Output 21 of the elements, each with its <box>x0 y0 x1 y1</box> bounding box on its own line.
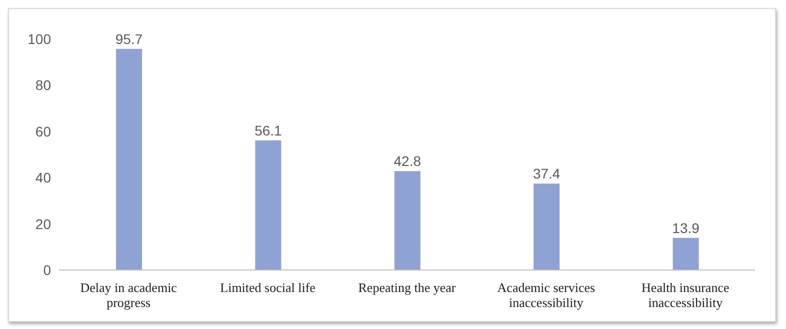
x-tick-label: Health insurance inaccessibility <box>642 280 730 310</box>
bar <box>255 140 282 270</box>
x-tick-label: Academic services inaccessibility <box>497 280 596 310</box>
bar <box>116 48 142 270</box>
y-tick-label: 100 <box>28 30 52 47</box>
x-tick-label: Limited social life <box>220 280 316 295</box>
data-label: 37.4 <box>532 166 560 182</box>
y-tick-label: 60 <box>35 123 52 140</box>
bar <box>534 184 560 270</box>
y-tick-label: 80 <box>35 77 52 94</box>
y-tick-label: 20 <box>35 216 52 232</box>
data-label: 95.7 <box>115 30 143 47</box>
x-tick-label: Repeating the year <box>358 280 456 295</box>
bar <box>672 238 699 270</box>
data-label: 42.8 <box>394 153 422 170</box>
y-tick-label: 40 <box>35 170 52 186</box>
data-label: 56.1 <box>254 122 282 138</box>
y-tick-label: 0 <box>43 262 52 278</box>
data-label: 13.9 <box>672 220 700 236</box>
x-tick-label: Delay in academic progress <box>80 280 178 310</box>
bar <box>394 171 420 270</box>
